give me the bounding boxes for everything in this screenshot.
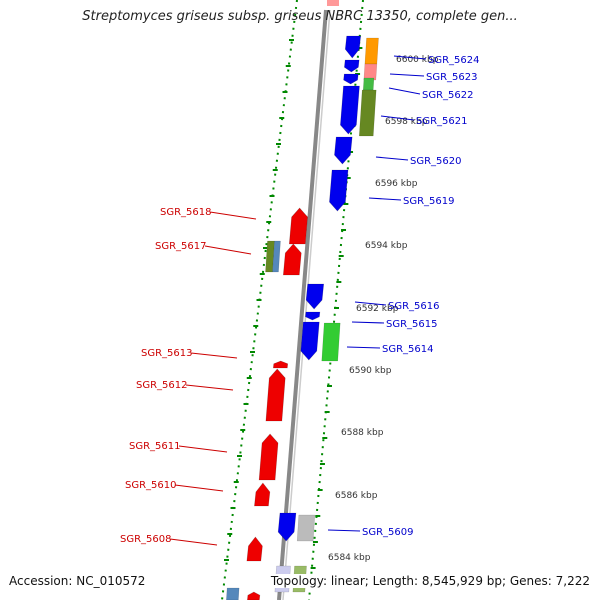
gene-label-sgr_5609: SGR_5609 — [362, 527, 414, 538]
gene-label-sgr_5621: SGR_5621 — [416, 116, 468, 127]
gene-label-sgr_5613: SGR_5613 — [141, 348, 193, 359]
gene-label-sgr_5608: SGR_5608 — [120, 534, 172, 545]
scale-label: 6588 kbp — [341, 428, 384, 438]
gene-label-leader — [185, 384, 234, 391]
forward-gene-arrow — [254, 482, 271, 507]
feature-domain-olive — [358, 89, 377, 137]
reverse-gene-arrow — [300, 321, 320, 361]
reverse-gene-arrow — [305, 283, 325, 310]
gene-label-leader — [380, 115, 415, 121]
feature-domain-orange — [364, 37, 379, 65]
feature-domain-grey — [296, 514, 316, 542]
feature-domain-green — [321, 322, 341, 362]
feature-domain-steel — [272, 240, 281, 273]
gene-label-leader — [327, 529, 361, 532]
feature-domain-steel — [226, 587, 240, 600]
forward-gene-arrow — [258, 433, 279, 481]
genome-title: Streptomyces griseus subsp. griseus NBRC… — [82, 9, 518, 24]
gene-label-sgr_5614: SGR_5614 — [382, 344, 434, 355]
reverse-gene-arrow — [305, 311, 321, 321]
scale-label: 6598 kbp — [385, 117, 428, 127]
gene-label-sgr_5616: SGR_5616 — [388, 301, 440, 312]
reverse-gene-arrow — [277, 512, 297, 542]
forward-gene-arrow — [282, 243, 302, 276]
gene-label-leader — [388, 87, 421, 95]
gene-label-leader — [393, 55, 427, 60]
gene-label-leader — [204, 245, 252, 255]
scale-label: 6590 kbp — [349, 366, 392, 376]
scale-label: 6592 kbp — [356, 304, 399, 314]
genome-stats-label: Topology: linear; Length: 8,545,929 bp; … — [270, 574, 590, 588]
gene-label-leader — [368, 197, 402, 201]
scale-label: 6584 kbp — [328, 553, 371, 563]
gene-label-leader — [209, 211, 257, 220]
gene-label-leader — [351, 321, 385, 324]
forward-gene-arrow — [246, 536, 263, 562]
gene-label-sgr_5617: SGR_5617 — [155, 241, 207, 252]
forward-gene-arrow — [288, 207, 308, 245]
gene-label-leader — [190, 352, 238, 359]
gene-label-sgr_5624: SGR_5624 — [428, 55, 480, 66]
gene-label-sgr_5618: SGR_5618 — [160, 207, 212, 218]
gene-label-sgr_5619: SGR_5619 — [403, 196, 455, 207]
forward-gene-arrow — [265, 368, 286, 422]
gene-label-sgr_5623: SGR_5623 — [426, 72, 478, 83]
gene-label-leader — [389, 73, 425, 77]
forward-gene-arrow — [247, 591, 261, 600]
gene-label-sgr_5615: SGR_5615 — [386, 319, 438, 330]
gene-label-leader — [375, 156, 409, 161]
reverse-track-dotted — [308, 0, 364, 600]
gene-label-leader — [178, 445, 228, 453]
gene-label-leader — [346, 346, 381, 349]
feature-domain-pink — [363, 63, 378, 81]
gene-label-sgr_5620: SGR_5620 — [410, 156, 462, 167]
gene-label-sgr_5612: SGR_5612 — [136, 380, 188, 391]
backbone-highlight — [282, 9, 331, 600]
feature-top-stub — [327, 0, 339, 6]
gene-label-leader — [174, 484, 224, 492]
gene-label-sgr_5622: SGR_5622 — [422, 90, 474, 101]
scale-label: 6596 kbp — [375, 179, 418, 189]
reverse-gene-arrow — [344, 59, 360, 73]
feature-domain-green — [362, 77, 375, 91]
reverse-gene-arrow — [344, 35, 362, 59]
reverse-gene-arrow — [329, 169, 349, 212]
forward-gene-arrow — [272, 360, 289, 369]
gene-label-leader — [169, 538, 218, 546]
reverse-gene-arrow — [340, 85, 360, 135]
backbone — [277, 9, 328, 600]
reverse-gene-arrow — [334, 136, 353, 165]
scale-label: 6594 kbp — [365, 241, 408, 251]
scale-label: 6600 kbp — [396, 55, 439, 65]
gene-label-sgr_5610: SGR_5610 — [125, 480, 177, 491]
scale-label: 6586 kbp — [335, 491, 378, 501]
gene-label-sgr_5611: SGR_5611 — [129, 441, 181, 452]
accession-label: Accession: NC_010572 — [9, 574, 146, 588]
gene-label-leader — [354, 301, 387, 306]
reverse-gene-arrow — [343, 73, 359, 85]
